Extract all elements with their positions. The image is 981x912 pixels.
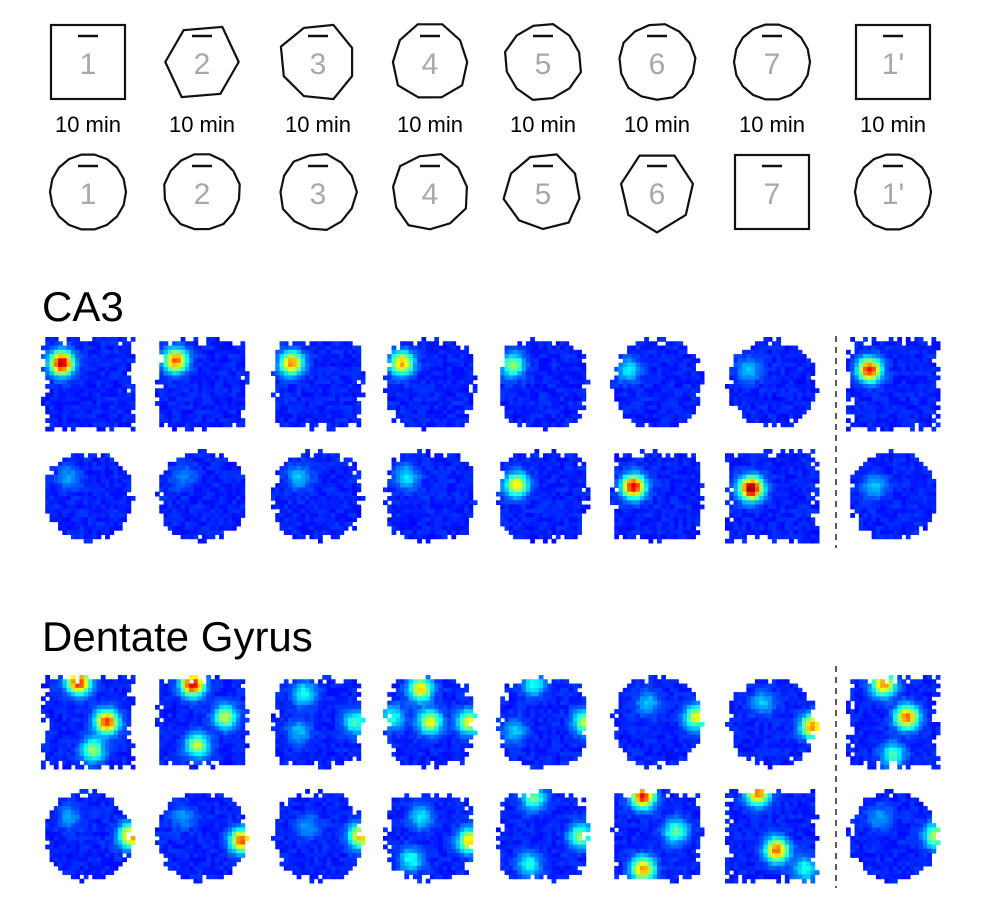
environment-shape	[502, 153, 581, 231]
session-number-label: 6	[649, 178, 666, 211]
session-duration: 10 min	[623, 112, 691, 137]
session-number-label: 7	[764, 48, 781, 81]
session-number-label: 2	[194, 178, 211, 211]
firing-rate-map	[155, 337, 250, 432]
environment-shape	[733, 153, 811, 231]
environment-shape	[164, 25, 240, 99]
session-duration: 10 min	[54, 112, 122, 137]
session-number-label: 2	[194, 48, 211, 81]
firing-rate-map	[496, 449, 591, 544]
firing-rate-map	[271, 449, 366, 544]
session-number-label: 1	[80, 178, 97, 211]
firing-rate-map	[271, 789, 366, 884]
session-number-label: 3	[310, 48, 327, 81]
firing-rate-map	[610, 337, 705, 428]
firing-rate-map	[725, 337, 820, 428]
environment-shape	[163, 153, 241, 231]
session-number-label: 7	[764, 178, 781, 211]
session-duration: 10 min	[859, 112, 927, 137]
firing-rate-map	[496, 675, 587, 770]
environment-shape	[618, 23, 697, 101]
firing-rate-map	[155, 449, 246, 544]
session-number-label: 1'	[882, 48, 904, 81]
session-duration: 10 min	[509, 112, 577, 137]
firing-rate-map	[45, 453, 136, 544]
session-duration: 10 min	[738, 112, 806, 137]
firing-rate-map	[846, 789, 941, 884]
firing-rate-map	[45, 789, 136, 884]
environment-shape	[853, 153, 933, 231]
session-number-label: 1	[80, 48, 97, 81]
rate-maps	[41, 337, 941, 884]
session-number-label: 4	[422, 48, 439, 81]
firing-rate-map	[383, 793, 474, 884]
session-duration: 10 min	[396, 112, 464, 137]
session-number-label: 6	[649, 48, 666, 81]
firing-rate-map	[850, 449, 937, 540]
firing-rate-map	[500, 337, 591, 432]
session-number-label: 3	[310, 178, 327, 211]
firing-rate-map	[271, 675, 366, 770]
session-number-label: 5	[535, 178, 552, 211]
firing-rate-map	[846, 337, 941, 432]
firing-rate-map	[383, 675, 478, 770]
firing-rate-map	[610, 675, 705, 770]
environment-shape	[391, 152, 469, 231]
firing-rate-map	[383, 449, 478, 544]
firing-rate-map	[383, 337, 478, 432]
environment-shape	[854, 23, 932, 101]
environment-shape	[49, 23, 127, 101]
environment-shape	[279, 152, 359, 232]
section-title-ca3: CA3	[42, 283, 124, 330]
environment-shape	[503, 22, 583, 102]
environment-shape	[279, 23, 354, 101]
firing-rate-map	[725, 449, 820, 544]
session-duration: 10 min	[168, 112, 236, 137]
firing-rate-map	[41, 337, 136, 432]
environment-shape	[48, 153, 128, 231]
session-number-label: 4	[422, 178, 439, 211]
firing-rate-map	[271, 341, 366, 432]
section-title-dentate-gyrus: Dentate Gyrus	[42, 613, 313, 660]
session-duration: 10 min	[284, 112, 352, 137]
session-number-label: 1'	[882, 178, 904, 211]
firing-rate-map	[610, 789, 705, 884]
environment-shape	[619, 154, 695, 234]
firing-rate-map	[155, 793, 250, 884]
environment-shape	[732, 23, 812, 101]
firing-rate-map	[496, 789, 591, 884]
firing-rate-map	[725, 789, 820, 884]
firing-rate-map	[41, 675, 136, 770]
firing-rate-map	[725, 679, 820, 770]
firing-rate-map	[846, 675, 941, 770]
firing-rate-map	[610, 449, 705, 544]
firing-rate-map	[155, 675, 250, 770]
environment-shape	[391, 23, 469, 99]
environment-protocol: 1 2 3 4 5 6 7 1' 1 2 3 4 5 6 7 1'	[48, 22, 933, 234]
session-number-label: 5	[535, 48, 552, 81]
